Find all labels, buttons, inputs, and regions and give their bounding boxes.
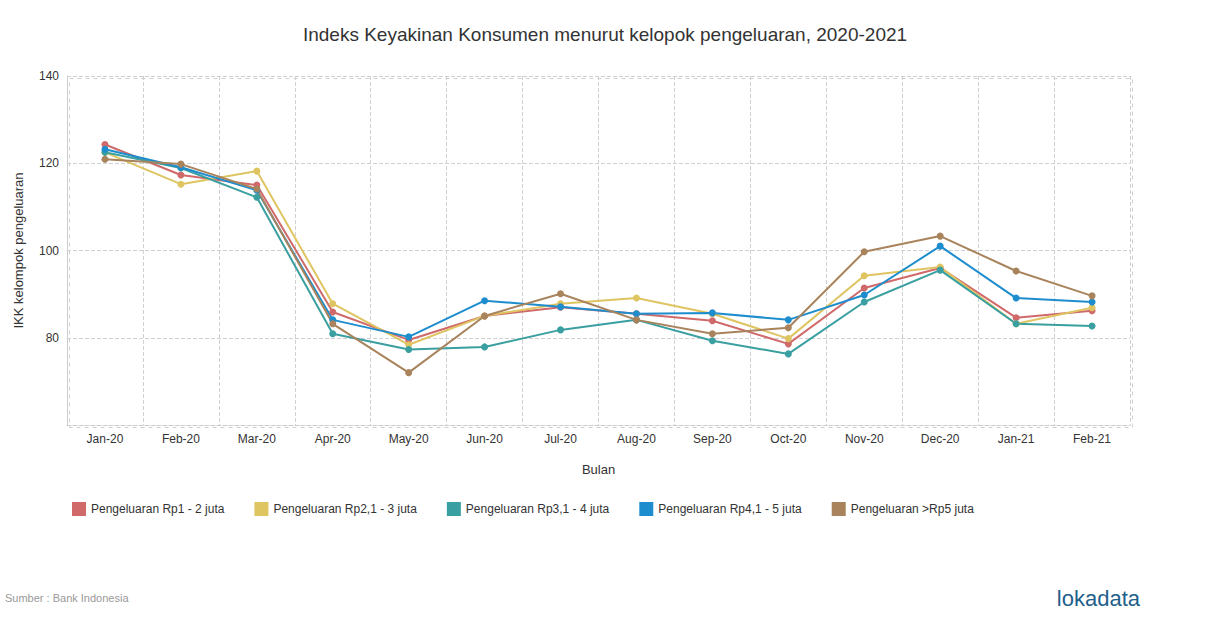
svg-text:Pengeluaran Rp1 - 2 juta: Pengeluaran Rp1 - 2 juta — [91, 502, 225, 516]
svg-text:Jun-20: Jun-20 — [466, 432, 503, 446]
svg-text:Oct-20: Oct-20 — [770, 432, 806, 446]
svg-text:Dec-20: Dec-20 — [921, 432, 960, 446]
svg-text:Pengeluaran Rp2,1 - 3 juta: Pengeluaran Rp2,1 - 3 juta — [273, 502, 417, 516]
svg-text:100: 100 — [39, 244, 59, 258]
svg-text:120: 120 — [39, 156, 59, 170]
svg-text:140: 140 — [39, 69, 59, 83]
svg-text:Jul-20: Jul-20 — [544, 432, 577, 446]
svg-text:Feb-20: Feb-20 — [162, 432, 200, 446]
svg-text:Indeks Keyakinan Konsumen menu: Indeks Keyakinan Konsumen menurut kelopo… — [303, 24, 907, 45]
svg-text:Bulan: Bulan — [582, 462, 615, 477]
svg-text:Sumber : Bank Indonesia: Sumber : Bank Indonesia — [5, 592, 129, 604]
svg-text:Pengeluaran >Rp5 juta: Pengeluaran >Rp5 juta — [851, 502, 974, 516]
svg-text:Jan-21: Jan-21 — [998, 432, 1035, 446]
svg-text:Sep-20: Sep-20 — [693, 432, 732, 446]
svg-text:lokadata: lokadata — [1057, 586, 1141, 611]
svg-text:Aug-20: Aug-20 — [617, 432, 656, 446]
svg-text:Apr-20: Apr-20 — [315, 432, 351, 446]
svg-text:May-20: May-20 — [389, 432, 429, 446]
svg-text:IKK kelompok pengeluaran: IKK kelompok pengeluaran — [11, 172, 26, 328]
svg-text:Nov-20: Nov-20 — [845, 432, 884, 446]
svg-text:Mar-20: Mar-20 — [238, 432, 276, 446]
svg-text:Pengeluaran Rp4,1 - 5 juta: Pengeluaran Rp4,1 - 5 juta — [658, 502, 802, 516]
svg-text:Jan-20: Jan-20 — [87, 432, 124, 446]
svg-text:Feb-21: Feb-21 — [1073, 432, 1111, 446]
svg-text:80: 80 — [46, 331, 60, 345]
svg-text:Pengeluaran Rp3,1 - 4 juta: Pengeluaran Rp3,1 - 4 juta — [466, 502, 610, 516]
